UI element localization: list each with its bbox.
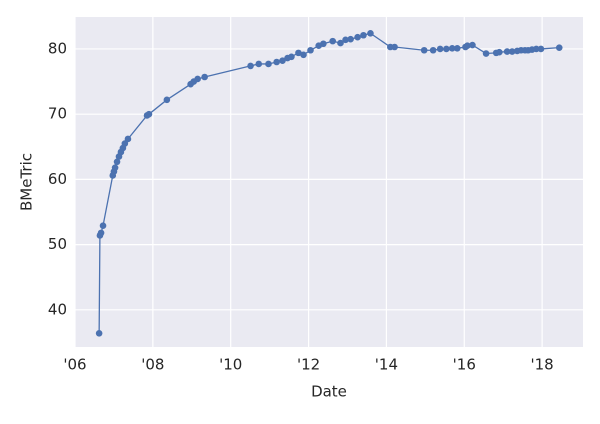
marker	[503, 48, 511, 55]
marker	[443, 45, 450, 53]
marker	[329, 37, 336, 45]
marker	[265, 60, 272, 68]
marker	[420, 46, 428, 54]
marker	[508, 48, 516, 55]
marker	[342, 36, 349, 44]
marker	[247, 62, 254, 70]
marker	[464, 42, 471, 49]
y-tick-label: 60	[48, 170, 67, 188]
marker	[295, 49, 302, 57]
marker	[145, 110, 153, 118]
marker	[194, 75, 201, 83]
marker	[367, 30, 374, 37]
marker	[448, 45, 456, 52]
marker	[300, 51, 307, 59]
marker	[496, 48, 503, 56]
marker	[201, 73, 208, 81]
marker	[279, 57, 286, 64]
y-tick-label: 40	[48, 300, 67, 318]
marker	[124, 135, 132, 143]
marker	[532, 45, 540, 53]
marker	[113, 158, 121, 166]
plot-area	[75, 17, 583, 347]
marker	[360, 31, 367, 39]
marker	[288, 53, 295, 61]
marker	[111, 164, 119, 171]
x-tick-label: '18	[531, 356, 554, 374]
marker	[482, 50, 490, 57]
marker	[273, 58, 280, 66]
x-axis-label: Date	[311, 383, 347, 401]
marker	[320, 40, 327, 48]
x-tick-label: '08	[141, 356, 164, 374]
marker	[453, 45, 461, 52]
y-axis-label: BMeTric	[18, 153, 36, 211]
y-tick-label: 50	[48, 235, 67, 253]
marker	[255, 60, 263, 68]
marker	[429, 46, 437, 54]
marker	[163, 96, 171, 104]
x-tick-label: '06	[63, 356, 86, 374]
x-tick-label: '10	[219, 356, 242, 374]
x-tick-label: '16	[453, 356, 476, 374]
marker	[307, 46, 314, 54]
marker	[537, 45, 545, 53]
marker	[99, 222, 107, 229]
marker	[354, 33, 361, 41]
x-tick-label: '14	[375, 356, 398, 374]
y-tick-label: 70	[48, 105, 67, 123]
marker	[337, 39, 344, 47]
marker	[95, 330, 103, 337]
y-tick-label: 80	[48, 39, 67, 57]
marker	[97, 229, 105, 237]
marker	[436, 45, 444, 53]
marker	[391, 43, 398, 51]
marker	[347, 35, 354, 43]
marker	[555, 44, 563, 51]
x-tick-label: '12	[297, 356, 320, 374]
marker	[469, 41, 476, 49]
